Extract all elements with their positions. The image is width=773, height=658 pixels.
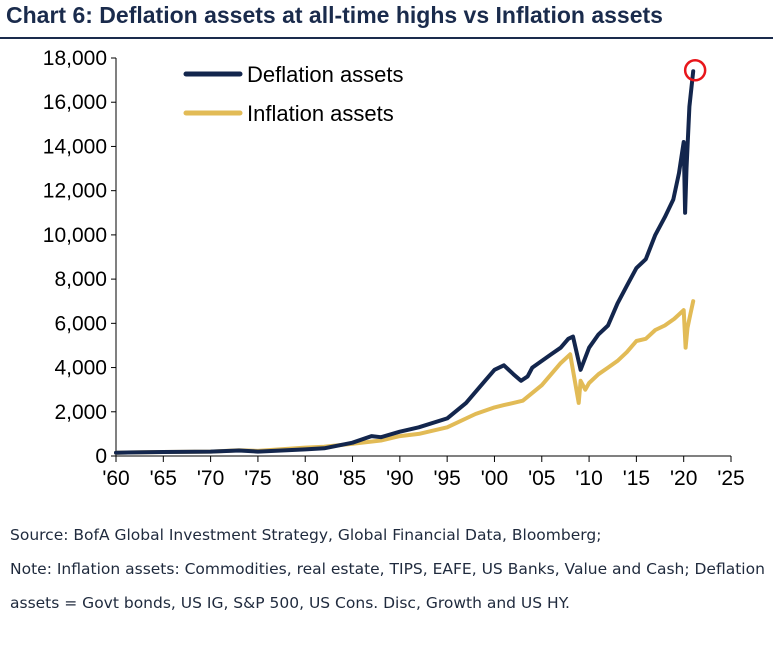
- chart-series: [114, 59, 707, 455]
- x-tick-label: '70: [197, 467, 224, 490]
- x-tick-label: '80: [292, 467, 319, 490]
- legend-label-deflation-assets: Deflation assets: [247, 62, 404, 87]
- source-text: Source: BofA Global Investment Strategy,…: [10, 526, 602, 544]
- y-tick-label: 6,000: [54, 312, 107, 335]
- x-tick-label: '65: [150, 467, 177, 490]
- x-tick-label: '25: [717, 467, 744, 490]
- chart-axes: 0 2,000 4,000 6,000 8,000 10,000 12,000 14,000 1…: [43, 47, 745, 490]
- y-tick-label: 4,000: [54, 357, 107, 380]
- x-tick-label: '60: [102, 467, 129, 490]
- x-tick-label: '95: [433, 467, 460, 490]
- y-tick-label: 0: [95, 445, 107, 468]
- x-tick-label: '85: [339, 467, 366, 490]
- x-tick-label: '15: [623, 467, 650, 490]
- y-tick-label: 16,000: [43, 91, 107, 114]
- y-tick-label: 12,000: [43, 180, 107, 203]
- y-tick-label: 2,000: [54, 401, 107, 424]
- series-line-deflation-assets: [114, 69, 696, 455]
- chart-legend: Deflation assets Inflation assets: [183, 62, 404, 126]
- legend-label-inflation-assets: Inflation assets: [247, 101, 394, 126]
- note-text: Note: Inflation assets: Commodities, rea…: [10, 560, 765, 612]
- title-divider: [0, 37, 773, 39]
- chart-title: Chart 6: Deflation assets at all-time hi…: [6, 2, 663, 28]
- y-tick-label: 18,000: [43, 47, 107, 70]
- peak-highlight-circle: [683, 59, 707, 82]
- y-tick-label: 8,000: [54, 268, 107, 291]
- line-chart: 0 2,000 4,000 6,000 8,000 10,000 12,000 14,000 1…: [43, 47, 745, 490]
- x-tick-label: '00: [481, 467, 508, 490]
- y-tick-label: 10,000: [43, 224, 107, 247]
- x-tick-label: '20: [670, 467, 697, 490]
- chart-notes: Source: BofA Global Investment Strategy,…: [10, 518, 770, 620]
- x-tick-label: '05: [528, 467, 555, 490]
- x-tick-label: '75: [244, 467, 271, 490]
- x-tick-label: '10: [575, 467, 602, 490]
- y-tick-label: 14,000: [43, 135, 107, 158]
- x-tick-label: '90: [386, 467, 413, 490]
